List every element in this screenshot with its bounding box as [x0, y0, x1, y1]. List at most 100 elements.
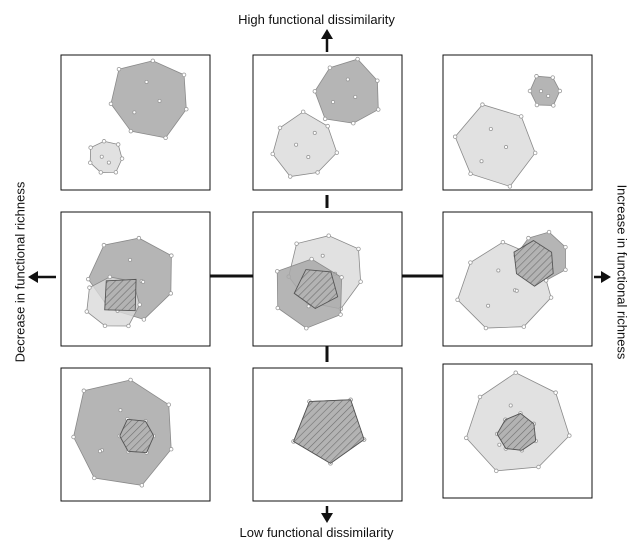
species-point: [309, 256, 314, 262]
species-point: [312, 89, 318, 94]
species-point: [181, 72, 187, 78]
species-point: [128, 257, 133, 262]
species-point: [270, 151, 275, 157]
species-point: [128, 377, 133, 383]
axis-label-top: High functional dissimilarity: [238, 12, 395, 27]
species-point: [339, 275, 344, 280]
hull-light: [272, 111, 338, 177]
panel-mid-increase: [442, 211, 593, 347]
species-point: [99, 154, 104, 159]
species-point: [144, 79, 149, 84]
species-point: [375, 78, 380, 83]
overlap-region: [292, 399, 365, 464]
species-point: [356, 246, 361, 252]
species-point: [345, 77, 350, 82]
species-point: [351, 121, 356, 126]
panel-center: [252, 211, 403, 347]
species-point: [521, 324, 527, 329]
panel-low-decrease: [60, 367, 211, 502]
species-point: [527, 88, 533, 94]
species-point: [567, 433, 572, 438]
species-point: [184, 107, 189, 112]
species-point: [513, 370, 518, 375]
species-point: [304, 325, 309, 331]
species-point: [334, 150, 340, 155]
species-point: [168, 291, 174, 296]
species-point: [327, 65, 333, 70]
species-point: [163, 135, 168, 141]
species-point: [107, 274, 113, 280]
species-point: [88, 145, 93, 150]
species-point: [87, 285, 92, 290]
species-point: [355, 56, 360, 62]
species-point: [118, 408, 123, 413]
hull-dark: [110, 60, 187, 139]
species-point: [97, 449, 102, 454]
species-point: [116, 66, 122, 72]
species-point: [539, 89, 544, 94]
species-point: [550, 75, 555, 80]
species-point: [563, 267, 568, 273]
hull-dark: [314, 58, 379, 124]
arrow-right-icon: [594, 271, 611, 283]
axis-arrows: [28, 29, 611, 523]
species-point: [331, 100, 336, 105]
arrow-left-icon: [28, 271, 56, 283]
species-point: [84, 309, 89, 314]
species-point: [514, 288, 519, 293]
species-point: [101, 242, 107, 248]
axis-label-bottom: Low functional dissimilarity: [239, 525, 394, 540]
species-point: [376, 107, 381, 112]
species-point: [98, 170, 104, 175]
hull-light: [89, 140, 123, 173]
species-point: [137, 302, 142, 307]
overlap-region: [513, 240, 554, 287]
species-point: [306, 304, 311, 309]
overlap-region: [293, 269, 339, 310]
species-point: [116, 142, 121, 147]
species-point: [477, 394, 483, 400]
species-point: [106, 160, 111, 165]
species-point: [86, 276, 91, 282]
species-point: [526, 235, 531, 241]
species-point: [126, 323, 131, 329]
axis-label-right: Increase in functional richness: [614, 184, 630, 360]
species-point: [358, 279, 363, 284]
species-point: [277, 125, 283, 130]
species-point: [500, 239, 506, 245]
species-point: [119, 156, 125, 161]
species-point: [455, 297, 460, 302]
species-point: [563, 244, 568, 250]
axis-label-left: Decrease in functional richness: [12, 181, 28, 363]
species-point: [353, 94, 358, 99]
species-point: [480, 102, 485, 107]
species-point: [483, 325, 489, 331]
species-point: [166, 402, 171, 407]
panel-mid-decrease: [60, 211, 211, 347]
species-point: [92, 475, 97, 481]
panel-low-center: [252, 367, 403, 502]
species-point: [306, 155, 311, 160]
species-point: [71, 434, 76, 440]
species-point: [546, 229, 552, 235]
species-point: [551, 103, 556, 108]
species-point: [102, 323, 108, 329]
arrow-down-icon: [321, 506, 333, 523]
species-point: [504, 145, 509, 150]
species-point: [275, 269, 280, 274]
species-point: [141, 279, 146, 284]
species-point: [519, 114, 524, 119]
species-point: [294, 241, 299, 246]
panel-high-center: [252, 54, 403, 191]
species-point: [468, 171, 473, 177]
species-point: [88, 160, 93, 165]
species-point: [507, 184, 513, 189]
panel-high-increase: [442, 54, 593, 191]
species-point: [322, 116, 328, 122]
species-point: [534, 102, 540, 108]
species-point: [81, 388, 87, 393]
species-point: [157, 98, 162, 103]
species-point: [288, 174, 293, 179]
species-point: [536, 464, 541, 470]
